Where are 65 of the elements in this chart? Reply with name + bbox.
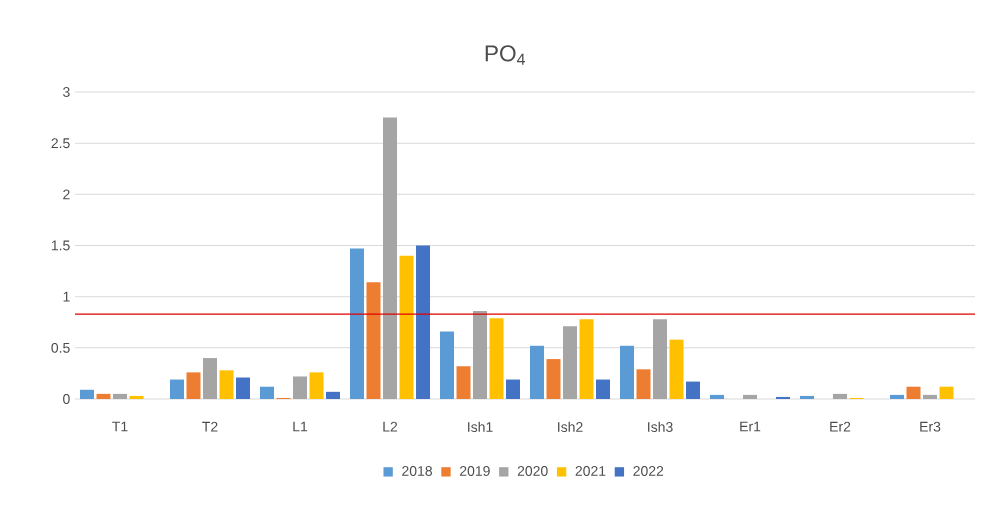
bar bbox=[186, 372, 201, 399]
bar bbox=[309, 372, 324, 399]
bar bbox=[653, 319, 668, 399]
x-tick-label: Ish1 bbox=[468, 421, 493, 432]
y-tick-label: 0.5 bbox=[51, 342, 70, 353]
x-tick-label: Er3 bbox=[920, 421, 941, 432]
bar bbox=[80, 389, 94, 399]
y-tick-label: 0 bbox=[63, 394, 70, 404]
x-tick-label: L2 bbox=[383, 421, 398, 432]
bar bbox=[236, 377, 251, 399]
bar bbox=[350, 248, 364, 399]
bar bbox=[563, 326, 578, 399]
bar bbox=[890, 394, 904, 399]
bar bbox=[489, 318, 504, 399]
bar bbox=[596, 379, 611, 399]
bar bbox=[416, 245, 431, 399]
x-tick-label: Er2 bbox=[830, 421, 851, 432]
x-tick-label: Ish2 bbox=[558, 421, 583, 432]
bar bbox=[170, 379, 184, 399]
bar bbox=[366, 282, 381, 399]
bar bbox=[776, 396, 791, 399]
bar bbox=[293, 376, 308, 399]
y-tick-label: 2 bbox=[63, 189, 70, 200]
bar bbox=[399, 255, 414, 399]
y-tick-label: 1.5 bbox=[51, 240, 70, 251]
bar bbox=[260, 386, 274, 399]
x-tick-label: Er1 bbox=[740, 421, 761, 432]
bar bbox=[833, 393, 848, 399]
bar bbox=[219, 370, 234, 399]
legend-label: 2019 bbox=[460, 466, 490, 476]
bar bbox=[506, 379, 521, 399]
bar bbox=[383, 117, 398, 399]
chart-title: PO$_{4}$ bbox=[485, 45, 525, 65]
bar bbox=[939, 386, 954, 399]
legend-label: 2022 bbox=[633, 466, 664, 476]
bar bbox=[129, 395, 144, 399]
bar bbox=[636, 369, 651, 399]
bar bbox=[203, 358, 218, 399]
x-tick-label: T1 bbox=[112, 421, 128, 432]
bar bbox=[743, 394, 758, 399]
bar bbox=[456, 366, 471, 399]
bar bbox=[709, 394, 724, 399]
bar bbox=[906, 386, 921, 399]
bar bbox=[113, 393, 128, 399]
bar bbox=[96, 393, 111, 399]
bar bbox=[686, 381, 701, 399]
legend-label: 2018 bbox=[402, 466, 433, 476]
bar bbox=[326, 391, 341, 399]
bar bbox=[620, 345, 634, 399]
legend-label: 2020 bbox=[517, 466, 548, 476]
y-tick-label: 1 bbox=[63, 291, 70, 302]
bar bbox=[440, 331, 454, 399]
y-tick-label: 3 bbox=[63, 87, 70, 97]
x-tick-label: T2 bbox=[202, 421, 218, 432]
bar bbox=[546, 359, 561, 399]
legend-label: 2021 bbox=[575, 466, 606, 476]
bar bbox=[800, 395, 814, 399]
y-tick-label: 2.5 bbox=[51, 138, 70, 149]
bar bbox=[923, 394, 938, 399]
bar bbox=[579, 319, 594, 399]
bar bbox=[530, 345, 544, 399]
x-tick-label: L1 bbox=[293, 421, 308, 432]
bar bbox=[669, 339, 684, 399]
x-tick-label: Ish3 bbox=[648, 421, 673, 432]
bar bbox=[473, 310, 488, 399]
